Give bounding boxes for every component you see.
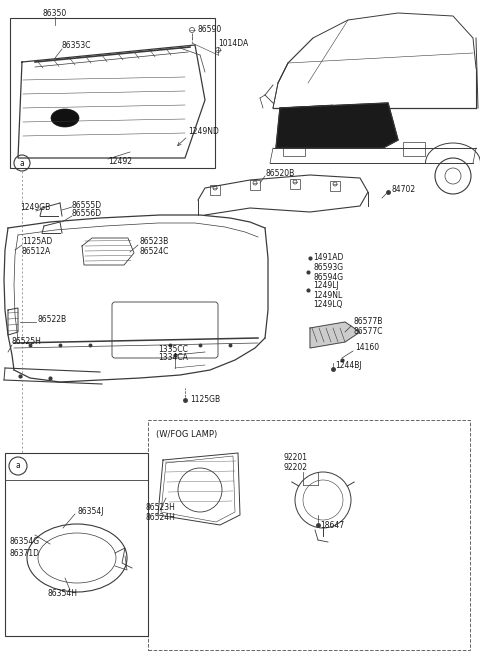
Text: 86594G: 86594G xyxy=(313,272,343,281)
Text: 1335CC: 1335CC xyxy=(158,344,188,354)
Text: 86523B: 86523B xyxy=(140,237,169,247)
Text: 86524C: 86524C xyxy=(140,247,169,255)
Bar xyxy=(10,18,215,168)
Text: 86577C: 86577C xyxy=(353,327,383,335)
Text: 86590: 86590 xyxy=(198,26,222,35)
Text: 92201: 92201 xyxy=(283,453,307,462)
Text: 84702: 84702 xyxy=(392,186,416,194)
Bar xyxy=(210,185,220,195)
Text: 86523H: 86523H xyxy=(146,504,176,512)
Text: 86354J: 86354J xyxy=(77,506,104,516)
Text: 86524H: 86524H xyxy=(146,512,176,522)
Text: 12492: 12492 xyxy=(108,157,132,167)
Text: 86512A: 86512A xyxy=(22,247,51,255)
Text: 1491AD: 1491AD xyxy=(313,253,343,262)
Text: 1334CA: 1334CA xyxy=(158,354,188,363)
Text: 1249LQ: 1249LQ xyxy=(313,300,342,308)
Text: 1249LJ: 1249LJ xyxy=(313,281,339,291)
Text: 86593G: 86593G xyxy=(313,264,343,272)
Text: 86577B: 86577B xyxy=(353,318,383,327)
Text: 86556D: 86556D xyxy=(72,209,102,218)
Text: 18647: 18647 xyxy=(320,520,344,529)
Text: 1249ND: 1249ND xyxy=(188,127,219,136)
Bar xyxy=(250,180,260,190)
Bar xyxy=(283,142,305,156)
Text: 86353C: 86353C xyxy=(62,41,92,49)
Text: 1014DA: 1014DA xyxy=(218,39,248,47)
Ellipse shape xyxy=(51,109,79,127)
Text: 86522B: 86522B xyxy=(38,316,67,325)
Text: 86371D: 86371D xyxy=(10,548,40,558)
Bar xyxy=(5,453,148,636)
Text: 1249GB: 1249GB xyxy=(20,203,50,211)
Bar xyxy=(148,420,470,650)
Bar xyxy=(290,179,300,189)
Text: 86350: 86350 xyxy=(43,9,67,18)
Text: a: a xyxy=(16,462,20,470)
Text: 1125AD: 1125AD xyxy=(22,237,52,247)
Bar xyxy=(330,181,340,191)
Polygon shape xyxy=(310,322,360,348)
Polygon shape xyxy=(276,103,398,148)
Text: a: a xyxy=(20,159,24,167)
Text: 86520B: 86520B xyxy=(265,169,294,178)
Bar xyxy=(403,142,425,156)
Text: 86354G: 86354G xyxy=(10,537,40,546)
Text: 1249NL: 1249NL xyxy=(313,291,342,300)
Text: 14160: 14160 xyxy=(355,344,379,352)
Text: 86354H: 86354H xyxy=(47,588,77,598)
Text: (W/FOG LAMP): (W/FOG LAMP) xyxy=(156,430,217,438)
Text: 1244BJ: 1244BJ xyxy=(335,361,361,371)
Text: 86555D: 86555D xyxy=(72,201,102,209)
Text: 1125GB: 1125GB xyxy=(190,396,220,405)
Text: 92202: 92202 xyxy=(283,462,307,472)
Text: 86525H: 86525H xyxy=(12,337,42,346)
